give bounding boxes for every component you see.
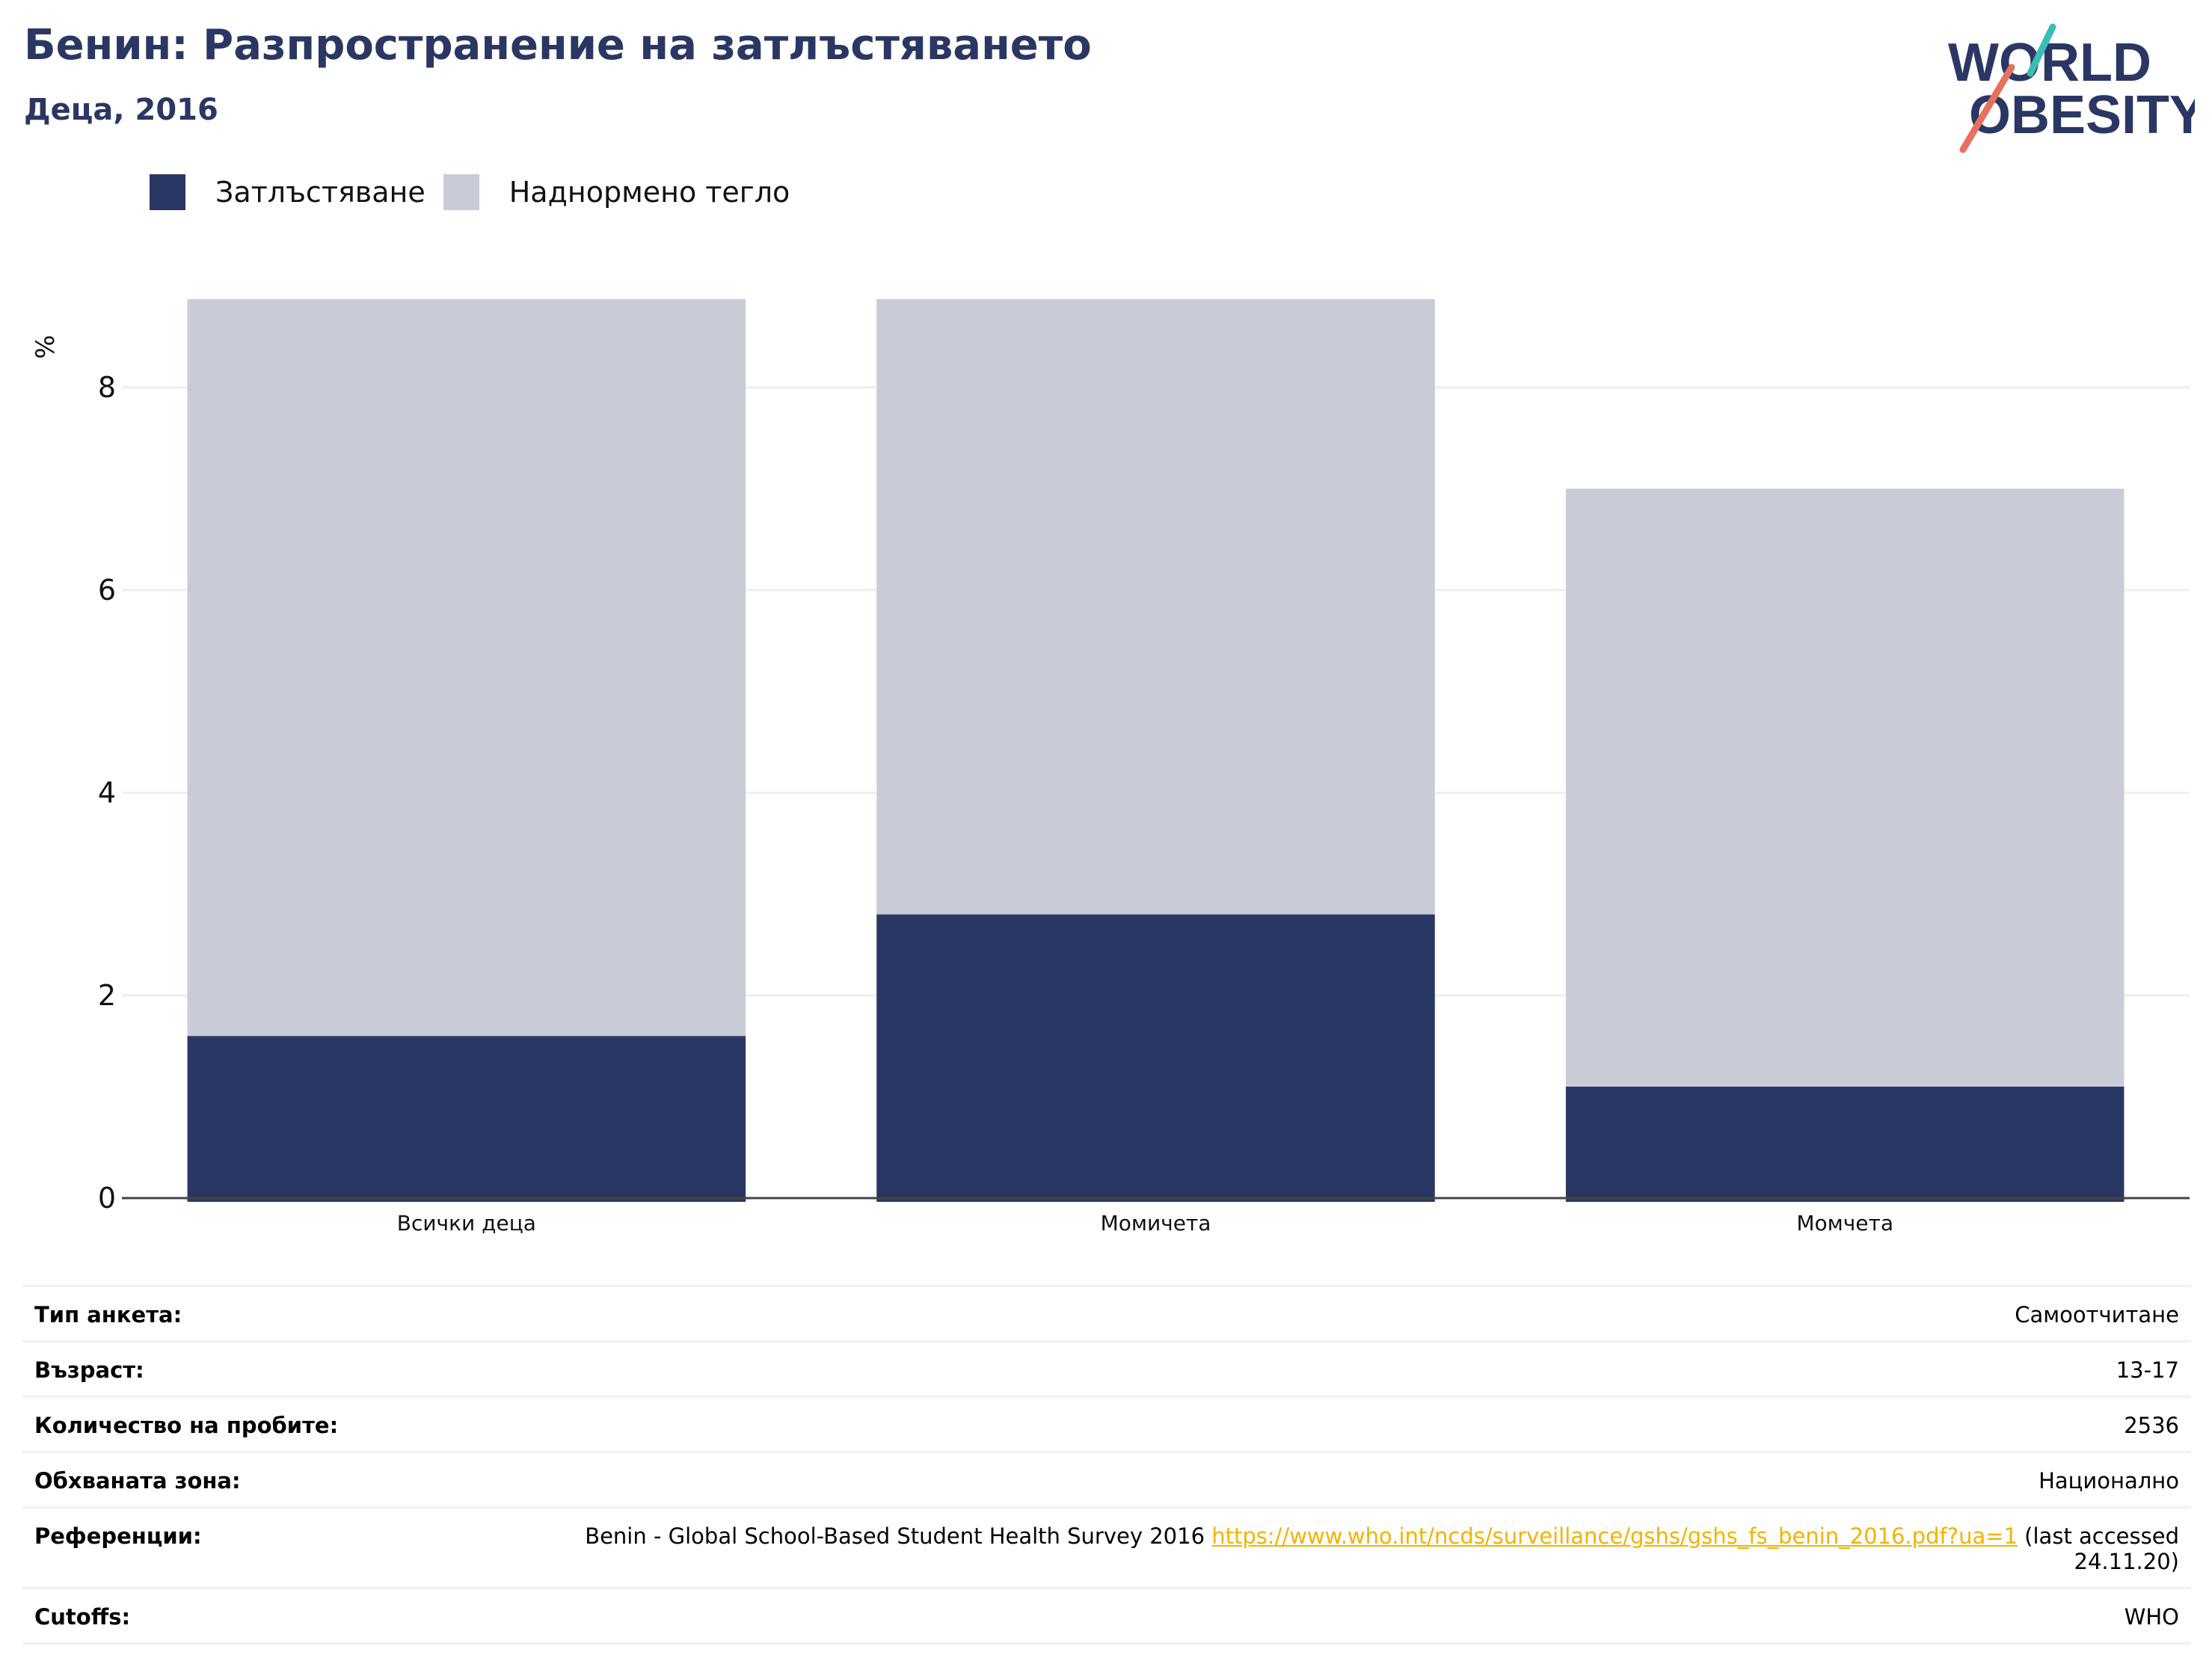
reference-link[interactable]: https://www.who.int/ncds/surveillance/gs… [1211,1523,2018,1549]
info-key: Cutoffs: [34,1604,131,1630]
y-tick-label: 6 [98,574,116,607]
y-tick-label: 2 [98,979,116,1012]
info-value: WHO [2124,1604,2179,1630]
info-row-cutoffs: Cutoffs: WHO [22,1589,2191,1645]
y-axis-label: % [31,335,61,359]
info-key: Референции: [34,1523,202,1549]
info-row-references: Референции: Benin - Global School-Based … [22,1508,2191,1589]
info-row-area: Обхваната зона: Национално [22,1453,2191,1508]
svg-text:OBESITY: OBESITY [1969,85,2195,145]
chart-legend: Затлъстяване Наднормено тегло [150,172,808,212]
svg-text:WORLD: WORLD [1948,33,2151,93]
y-tick-label: 0 [98,1182,116,1215]
info-value: 13-17 [2116,1357,2179,1383]
bar-obesity [187,1036,746,1202]
legend-swatch-overweight [443,174,479,210]
world-obesity-logo: WORLD OBESITY [1948,23,2195,153]
info-key: Тип анкета: [34,1302,182,1327]
info-key: Количество на пробите: [34,1413,339,1438]
chart-subtitle: Деца, 2016 [24,93,218,127]
x-tick-label: Момичета [1101,1211,1211,1235]
bar-overweight [876,299,1435,915]
x-tick-label: Момчета [1796,1211,1893,1235]
legend-label-overweight: Наднормено тегло [509,176,790,209]
chart-title: Бенин: Разпространение на затлъстяването [24,21,1092,70]
info-value: Самоотчитане [2015,1302,2179,1327]
info-row-survey-type: Тип анкета: Самоотчитане [22,1287,2191,1342]
y-tick-label: 4 [98,776,116,809]
reference-text: Benin - Global School-Based Student Heal… [585,1523,1212,1549]
y-tick-label: 8 [98,371,116,404]
info-row-sample-size: Количество на пробите: 2536 [22,1398,2191,1453]
bar-obesity [1565,1086,2125,1202]
survey-info-table: Тип анкета: Самоотчитане Възраст: 13-17 … [22,1285,2191,1645]
bar-obesity [876,914,1435,1202]
legend-swatch-obesity [150,174,185,210]
info-key: Обхваната зона: [34,1468,241,1494]
x-tick-label: Всички деца [397,1211,536,1235]
legend-label-obesity: Затлъстяване [215,176,425,209]
info-value: Benin - Global School-Based Student Heal… [534,1523,2179,1574]
info-value: Национално [2039,1468,2179,1494]
info-key: Възраст: [34,1357,144,1383]
bar-overweight [1565,488,2125,1087]
info-row-age: Възраст: 13-17 [22,1342,2191,1398]
reference-accessed: (last accessed 24.11.20) [2017,1523,2179,1574]
info-value: 2536 [2124,1413,2179,1438]
bar-overweight [187,299,746,1037]
